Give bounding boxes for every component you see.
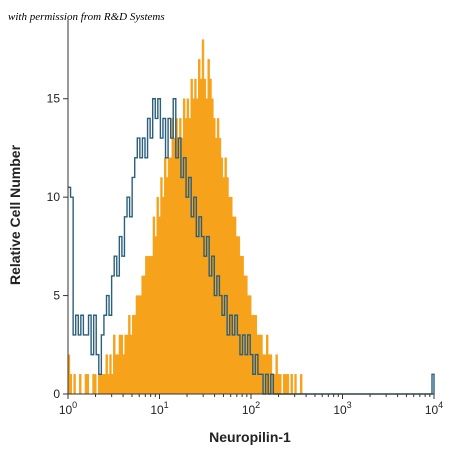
x-tick-label: 100 <box>59 400 77 417</box>
series-layer <box>67 39 435 395</box>
y-tick-label: 0 <box>53 387 60 401</box>
x-tick-label: 103 <box>333 400 351 417</box>
x-tick-label: 104 <box>425 400 443 417</box>
y-tick-label: 5 <box>53 289 60 303</box>
x-axis-title: Neuropilin-1 <box>209 429 291 445</box>
permission-watermark: with permission from R&D Systems <box>8 11 165 23</box>
y-axis-title: Relative Cell Number <box>7 144 23 285</box>
x-tick-label: 101 <box>150 400 168 417</box>
histogram-series-0-filled <box>67 39 306 395</box>
y-tick-label: 15 <box>47 92 61 106</box>
histogram-series-1-outline <box>68 98 435 395</box>
axes-layer: 0 5 10 15 100 101 102 103 104 <box>47 20 443 417</box>
y-tick-label: 10 <box>47 190 61 204</box>
x-tick-label: 102 <box>242 400 260 417</box>
